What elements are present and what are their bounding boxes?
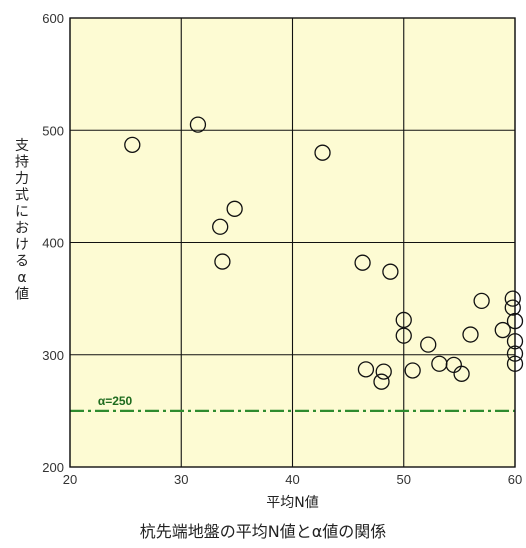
x-axis-title: 平均N値	[266, 495, 318, 511]
data-point	[314, 144, 331, 161]
data-point	[395, 311, 412, 329]
data-point	[212, 218, 229, 235]
y-tick-label: 600	[42, 11, 64, 26]
data-point	[124, 136, 141, 153]
data-point	[462, 326, 479, 343]
data-point	[494, 321, 511, 339]
data-point	[504, 299, 521, 316]
data-point	[473, 292, 490, 310]
y-tick-label: 200	[42, 460, 64, 475]
data-point	[420, 336, 437, 353]
chart-title: 杭先端地盤の平均N値とα値の関係	[140, 522, 387, 541]
data-point	[214, 253, 231, 270]
x-tick-label: 30	[174, 472, 188, 487]
data-point	[395, 327, 412, 344]
x-tick-label: 60	[508, 472, 522, 487]
x-tick-label: 20	[63, 472, 77, 487]
data-point	[189, 116, 207, 133]
plot-frame	[69, 17, 516, 468]
data-point	[373, 373, 390, 390]
y-axis-title: 支持力式における α 値	[15, 138, 29, 303]
x-tick-label: 40	[285, 472, 299, 487]
y-tick-label: 300	[42, 348, 64, 363]
reference-line-label: α=250	[98, 394, 133, 408]
data-point	[375, 363, 392, 380]
data-point	[504, 290, 521, 307]
x-tick-label: 50	[397, 472, 411, 487]
data-point	[226, 200, 243, 217]
data-point	[453, 365, 470, 382]
y-tick-labels: 200 300 400 500 600	[42, 11, 64, 475]
data-point	[354, 254, 371, 271]
data-point	[357, 361, 375, 378]
data-point	[404, 362, 421, 379]
data-point	[382, 263, 399, 280]
x-tick-labels: 20 30 40 50 60	[63, 472, 522, 487]
y-tick-label: 400	[42, 236, 64, 251]
y-tick-label: 500	[42, 123, 64, 138]
